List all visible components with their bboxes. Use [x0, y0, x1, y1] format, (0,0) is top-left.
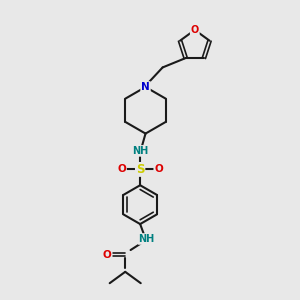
- Text: NH: NH: [132, 146, 148, 156]
- Text: S: S: [136, 163, 144, 176]
- Text: N: N: [141, 82, 150, 92]
- Text: O: O: [154, 164, 163, 174]
- Text: NH: NH: [139, 234, 155, 244]
- Text: O: O: [117, 164, 126, 174]
- Text: O: O: [191, 25, 199, 35]
- Text: O: O: [103, 250, 112, 260]
